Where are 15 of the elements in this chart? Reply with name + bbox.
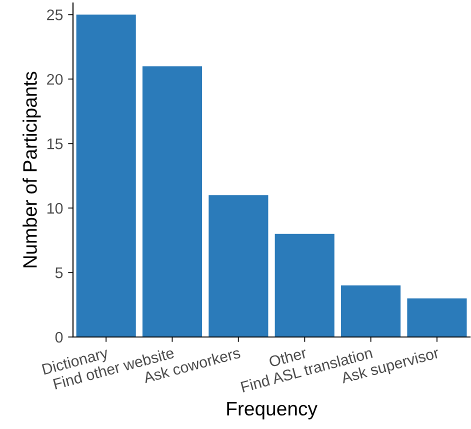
- bar: [76, 14, 136, 337]
- bar: [341, 285, 401, 337]
- bar: [274, 234, 334, 337]
- bar: [142, 66, 202, 337]
- y-tick-label: 25: [47, 9, 63, 20]
- bar: [208, 195, 268, 337]
- y-axis-title: Number of Participants: [22, 72, 41, 268]
- y-tick-label: 10: [47, 202, 63, 214]
- y-tick-label: 5: [55, 268, 63, 278]
- x-tick-label: Other: [268, 346, 308, 368]
- bar: [407, 298, 467, 337]
- x-axis-title: Frequency: [227, 402, 318, 420]
- y-tick-label: 20: [47, 74, 63, 85]
- y-tick-label: 0: [55, 332, 63, 343]
- y-tick-label: 15: [47, 138, 63, 150]
